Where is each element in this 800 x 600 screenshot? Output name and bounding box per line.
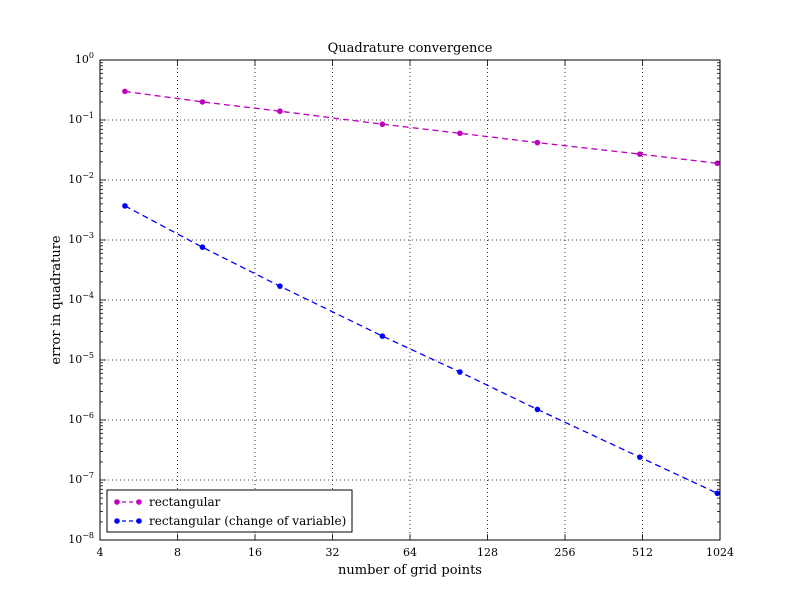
y-tick-label: 10−2 (68, 171, 94, 186)
x-tick-label: 32 (326, 546, 340, 559)
y-tick-label: 10−8 (68, 531, 94, 546)
grid (100, 60, 720, 540)
x-tick-label: 4 (97, 546, 104, 559)
x-tick-label: 512 (632, 546, 653, 559)
tick-labels: 4 8 16 32 64 128 256 512 1024 10−8 10−7 10−6 10−5 10−… (68, 51, 734, 559)
series-point-0 (199, 99, 206, 105)
legend-swatch-point (136, 518, 142, 524)
series-line-1 (124, 205, 718, 494)
series-point-1 (534, 406, 541, 413)
x-tick-label: 64 (403, 546, 417, 559)
legend-swatch-point (114, 499, 120, 505)
y-tick-label: 10−3 (68, 231, 94, 246)
y-tick-label: 10−6 (68, 411, 94, 426)
y-tick-label: 10−7 (68, 471, 94, 486)
series-layer (122, 88, 721, 497)
series-point-0 (534, 139, 541, 146)
x-tick-label: 1024 (706, 546, 734, 559)
x-tick-label: 128 (477, 546, 498, 559)
y-axis-label: error in quadrature (49, 235, 64, 365)
series-point-0 (277, 108, 283, 115)
series-point-0 (457, 130, 463, 137)
legend-label: rectangular (change of variable) (149, 514, 346, 528)
legend-swatch-point (136, 499, 142, 505)
y-tick-label: 10−4 (68, 291, 94, 306)
series-point-1 (457, 369, 463, 375)
x-tick-label: 8 (174, 546, 181, 559)
series-point-0 (714, 160, 721, 167)
ticks (99, 59, 721, 541)
series-point-1 (379, 333, 386, 339)
legend-label: rectangular (149, 495, 221, 509)
series-point-0 (379, 121, 386, 128)
legend: rectangular rectangular (change of variab… (106, 489, 353, 533)
series-point-1 (277, 283, 283, 289)
x-tick-label: 16 (248, 546, 262, 559)
chart-title: Quadrature convergence (328, 41, 493, 56)
legend-box (106, 489, 353, 533)
series-point-0 (637, 151, 643, 157)
series-point-1 (199, 244, 206, 250)
x-axis-label: number of grid points (338, 563, 482, 578)
y-tick-label: 10−5 (68, 351, 94, 366)
series-line-0 (124, 90, 718, 164)
series-point-1 (122, 203, 128, 209)
y-tick-label: 100 (75, 51, 94, 66)
series-point-0 (122, 88, 128, 95)
legend-swatch-point (114, 518, 120, 524)
series-point-1 (637, 454, 643, 460)
x-tick-label: 256 (555, 546, 576, 559)
y-tick-label: 10−1 (68, 111, 94, 126)
